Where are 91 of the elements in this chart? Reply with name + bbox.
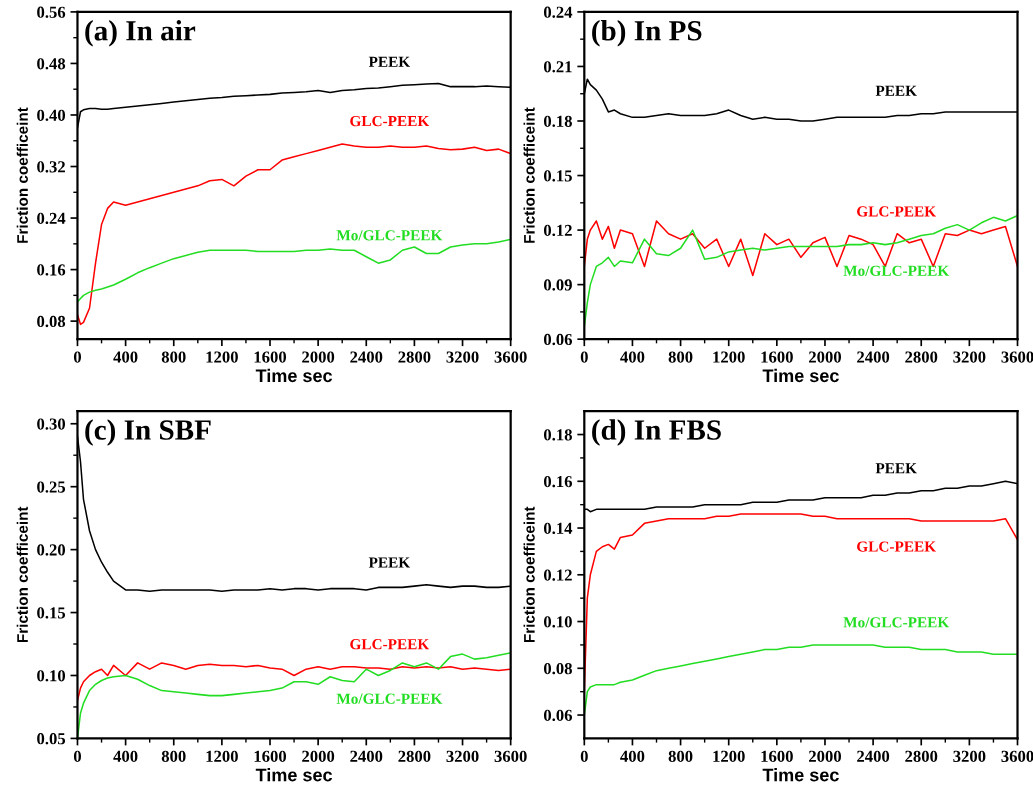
x-tick-label: 2400: [350, 750, 383, 762]
y-tick-label: 0.32: [37, 161, 65, 173]
y-tick-label: 0.08: [37, 315, 66, 328]
x-tick-label: 400: [113, 351, 138, 363]
x-tick-label: 2000: [302, 351, 335, 363]
y-tick-label: 0.48: [37, 58, 66, 70]
y-tick-label: 0.06: [543, 333, 573, 346]
y-tick-label: 0.09: [543, 279, 572, 291]
x-axis-title: Time sec: [255, 768, 333, 782]
y-tick-label: 0.08: [543, 662, 572, 675]
x-axis-title: Time sec: [255, 368, 333, 383]
x-tick-label: 3600: [494, 750, 527, 762]
x-tick-label: 0: [580, 351, 588, 363]
x-tick-label: 1200: [206, 351, 238, 363]
x-tick-label: 800: [668, 750, 693, 762]
series-label: PEEK: [875, 85, 917, 96]
x-tick-label: 1600: [761, 750, 793, 762]
series-label: Mo/GLC-PEEK: [843, 617, 950, 628]
x-tick-label: 2800: [398, 351, 431, 363]
y-tick-label: 0.25: [37, 481, 66, 493]
y-tick-label: 0.10: [37, 670, 66, 682]
x-tick-label: 800: [161, 750, 186, 762]
x-tick-label: 3600: [1001, 750, 1033, 762]
x-tick-label: 3200: [446, 351, 479, 363]
y-axis-title: Friction coefficeint: [523, 107, 535, 243]
chart-title: (b) In PS: [592, 20, 702, 47]
y-tick-label: 0.20: [37, 544, 66, 556]
x-tick-label: 800: [668, 351, 693, 363]
x-tick-label: 1200: [713, 750, 745, 762]
x-tick-label: 2800: [905, 750, 938, 762]
x-axis-title: Time sec: [762, 368, 839, 383]
y-tick-label: 0.15: [543, 170, 572, 182]
x-tick-label: 0: [580, 750, 588, 762]
series-label: PEEK: [368, 557, 411, 568]
y-tick-label: 0.06: [543, 709, 573, 722]
x-tick-label: 1600: [254, 351, 287, 363]
x-tick-label: 2800: [398, 750, 431, 762]
y-tick-label: 0.10: [543, 616, 572, 628]
series-label: GLC-PEEK: [857, 541, 936, 552]
x-tick-label: 1200: [713, 351, 745, 363]
x-tick-label: 2400: [857, 351, 890, 363]
y-axis-title: Friction coefficeint: [16, 506, 28, 643]
x-tick-label: 2400: [857, 750, 890, 762]
x-tick-label: 400: [620, 351, 645, 363]
x-tick-label: 3200: [446, 750, 479, 762]
y-tick-label: 0.15: [37, 607, 66, 619]
y-tick-label: 0.16: [37, 264, 66, 276]
x-tick-label: 1600: [761, 351, 793, 363]
x-tick-label: 1200: [206, 750, 238, 762]
y-tick-label: 0.24: [543, 6, 573, 18]
series-label: Mo/GLC-PEEK: [336, 230, 443, 241]
x-tick-label: 0: [73, 750, 82, 762]
series-label: Mo/GLC-PEEK: [336, 693, 443, 704]
series-label: PEEK: [875, 463, 917, 474]
x-tick-label: 0: [73, 351, 82, 363]
y-tick-label: 0.30: [37, 418, 66, 430]
y-tick-label: 0.40: [37, 109, 66, 121]
y-axis-title: Friction coefficeint: [16, 107, 28, 243]
y-tick-label: 0.24: [37, 212, 66, 225]
y-tick-label: 0.14: [543, 522, 573, 535]
y-tick-label: 0.16: [543, 475, 573, 488]
series-label: PEEK: [368, 56, 411, 67]
x-tick-label: 2400: [350, 351, 383, 363]
y-tick-label: 0.18: [543, 115, 572, 128]
x-tick-label: 3600: [494, 351, 527, 363]
x-tick-label: 2000: [809, 351, 842, 363]
x-tick-label: 800: [161, 351, 186, 363]
y-axis-title: Friction coefficeint: [523, 506, 535, 643]
x-tick-label: 2000: [809, 750, 842, 762]
chart-title: (c) In SBF: [85, 419, 211, 446]
y-tick-label: 0.12: [543, 224, 572, 237]
series-label: GLC-PEEK: [857, 206, 936, 217]
x-tick-label: 2000: [302, 750, 335, 762]
y-tick-label: 0.05: [37, 733, 66, 745]
chart-title: (d) In FBS: [592, 419, 721, 446]
y-tick-label: 0.18: [543, 429, 572, 441]
x-axis-title: Time sec: [762, 768, 839, 782]
chart-title: (a) In air: [85, 20, 196, 47]
y-tick-label: 0.56: [37, 6, 66, 18]
x-tick-label: 400: [113, 750, 138, 762]
series-label: GLC-PEEK: [350, 639, 430, 650]
x-tick-label: 400: [620, 750, 645, 762]
x-tick-label: 3200: [953, 750, 986, 762]
y-tick-label: 0.21: [543, 61, 572, 73]
x-tick-label: 1600: [254, 750, 287, 762]
series-label: Mo/GLC-PEEK: [843, 265, 950, 276]
x-tick-label: 2800: [905, 351, 938, 363]
x-tick-label: 3200: [953, 351, 986, 363]
y-tick-label: 0.12: [543, 569, 572, 581]
x-tick-label: 3600: [1001, 351, 1033, 363]
series-label: GLC-PEEK: [350, 115, 430, 127]
